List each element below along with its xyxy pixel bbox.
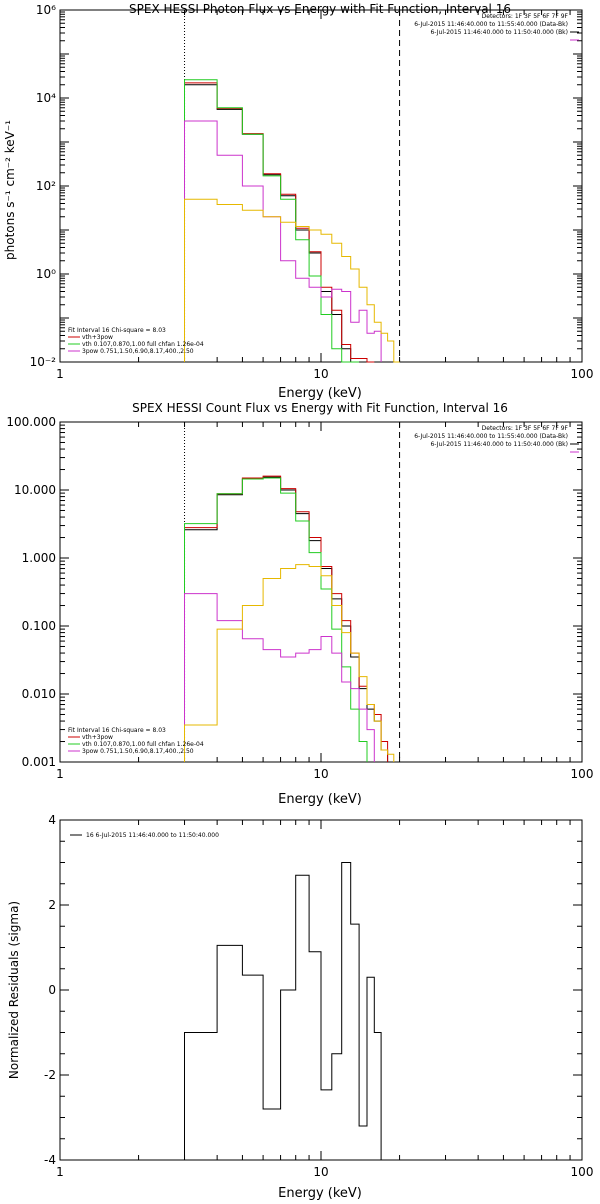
header-text: 6-Jul-2015 11:46:40.000 to 11:55:40.000 … [414, 433, 568, 440]
header-text: Detectors: 1F 3F 5F 6F 7F 9F [482, 425, 569, 432]
x-tick-label: 100 [571, 767, 594, 781]
header-text: 6-Jul-2015 11:46:40.000 to 11:50:40.000 … [430, 441, 568, 448]
y-axis-label: Normalized Residuals (sigma) [7, 901, 21, 1079]
y-tick-label: 10⁰ [36, 267, 56, 281]
x-tick-label: 10 [313, 1165, 328, 1179]
y-tick-label: 10⁶ [36, 3, 56, 17]
fit-text: vth+3pow [82, 334, 113, 341]
series-step-line [184, 862, 382, 1160]
fit-text: vth 0.107,0.870,1.00 full chfan 1.26e-04 [82, 741, 204, 748]
fit-text: Fit Interval 16 Chi-square = 8.03 [68, 327, 166, 334]
x-tick-label: 10 [313, 367, 328, 381]
y-tick-label: 1.000 [22, 551, 56, 565]
y-tick-label: 10⁴ [36, 91, 56, 105]
y-tick-label: 10⁻² [30, 355, 57, 369]
x-axis-label: Energy (keV) [278, 1186, 362, 1200]
x-tick-label: 100 [571, 367, 594, 381]
y-tick-label: 0 [48, 983, 56, 997]
series-step-line [184, 82, 375, 363]
y-tick-label: 0.001 [22, 755, 56, 769]
x-tick-label: 1 [56, 367, 64, 381]
fit-text: 3pow 0.751,1.50,6.90,8.17,400.,2.50 [82, 748, 194, 755]
fit-text: Fit Interval 16 Chi-square = 8.03 [68, 727, 166, 734]
header-text: Detectors: 1F 3F 5F 6F 7F 9F [482, 13, 569, 20]
header-text: 6-Jul-2015 11:46:40.000 to 11:50:40.000 … [430, 29, 568, 36]
panel-title: SPEX HESSI Photon Flux vs Energy with Fi… [129, 2, 511, 16]
y-axis-label: photons s⁻¹ cm⁻² keV⁻¹ [3, 120, 17, 260]
fit-text: 3pow 0.751,1.50,6.90,8.17,400.,2.50 [82, 348, 194, 355]
x-tick-label: 1 [56, 1165, 64, 1179]
y-tick-label: 100.000 [6, 415, 56, 429]
fit-text: vth 0.107,0.870,1.00 full chfan 1.26e-04 [82, 341, 204, 348]
plot-frame [59, 421, 583, 763]
y-tick-label: 10.000 [14, 483, 56, 497]
y-tick-label: 0.100 [22, 619, 56, 633]
y-tick-label: 2 [48, 898, 56, 912]
y-tick-label: 0.010 [22, 687, 56, 701]
panel-title: SPEX HESSI Count Flux vs Energy with Fit… [132, 401, 508, 415]
residuals-panel: Energy (keV) Normalized Residuals (sigma… [7, 813, 594, 1201]
count-flux-panel: SPEX HESSI Count Flux vs Energy with Fit… [6, 401, 593, 807]
series-step-line [184, 198, 400, 363]
series-step-line [184, 84, 375, 363]
header-text: 6-Jul-2015 11:46:40.000 to 11:55:40.000 … [414, 21, 568, 28]
series-step-line [184, 593, 375, 762]
x-tick-label: 100 [571, 1165, 594, 1179]
fit-text: vth+3pow [82, 734, 113, 741]
y-tick-label: 10² [36, 179, 56, 193]
series-step-line [184, 477, 368, 762]
series-step-line [184, 476, 389, 762]
photon-flux-panel: SPEX HESSI Photon Flux vs Energy with Fi… [3, 2, 593, 401]
x-tick-label: 10 [313, 767, 328, 781]
y-tick-label: -4 [44, 1153, 56, 1167]
legend-text: 16 6-Jul-2015 11:46:40.000 to 11:50:40.0… [86, 832, 219, 839]
series-step-line [184, 120, 382, 362]
y-tick-label: -2 [44, 1068, 56, 1082]
x-tick-label: 1 [56, 767, 64, 781]
series-step-line [184, 475, 389, 762]
x-axis-label: Energy (keV) [278, 792, 362, 807]
series-step-line [184, 564, 395, 762]
y-tick-label: 4 [48, 813, 56, 827]
series-step-line [184, 79, 360, 363]
x-axis-label: Energy (keV) [278, 386, 362, 401]
